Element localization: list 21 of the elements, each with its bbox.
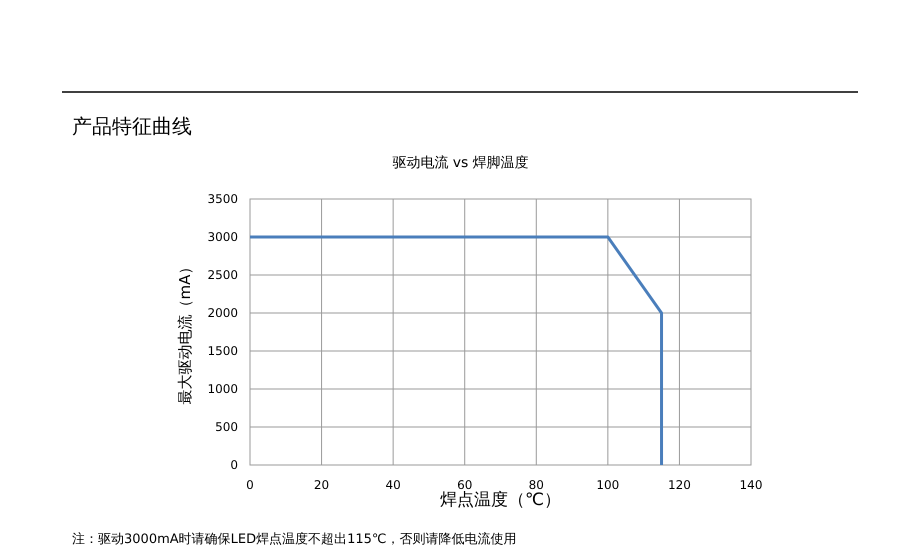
chart-title: 驱动电流 vs 焊脚温度	[392, 155, 529, 171]
x-tick-label: 120	[668, 478, 691, 492]
y-tick-label: 3500	[207, 192, 238, 206]
x-tick-label: 40	[386, 478, 401, 492]
x-tick-label: 140	[740, 478, 762, 492]
y-tick-label: 2000	[207, 306, 238, 320]
y-tick-label: 2500	[207, 268, 238, 282]
text: 注：驱动3000mA时请确保LED焊点温度不超出115℃，否则请降低电流使用	[72, 531, 517, 547]
x-tick-label: 0	[246, 478, 254, 492]
y-tick-label: 1000	[207, 382, 238, 396]
y-tick-label: 3000	[207, 230, 238, 244]
y-tick-label: 1500	[207, 344, 238, 358]
x-tick-label: 100	[596, 478, 620, 492]
x-tick-label: 60	[457, 478, 472, 492]
x-tick-label: 80	[528, 478, 544, 492]
x-tick-label: 20	[314, 478, 330, 492]
y-axis-title: 最大驱动电流（mA）	[176, 260, 194, 404]
text: 产品特征曲线	[72, 114, 192, 138]
x-axis-title: 焊点温度（℃）	[440, 490, 562, 510]
y-tick-label: 0	[230, 458, 238, 472]
y-tick-label: 500	[215, 420, 238, 434]
